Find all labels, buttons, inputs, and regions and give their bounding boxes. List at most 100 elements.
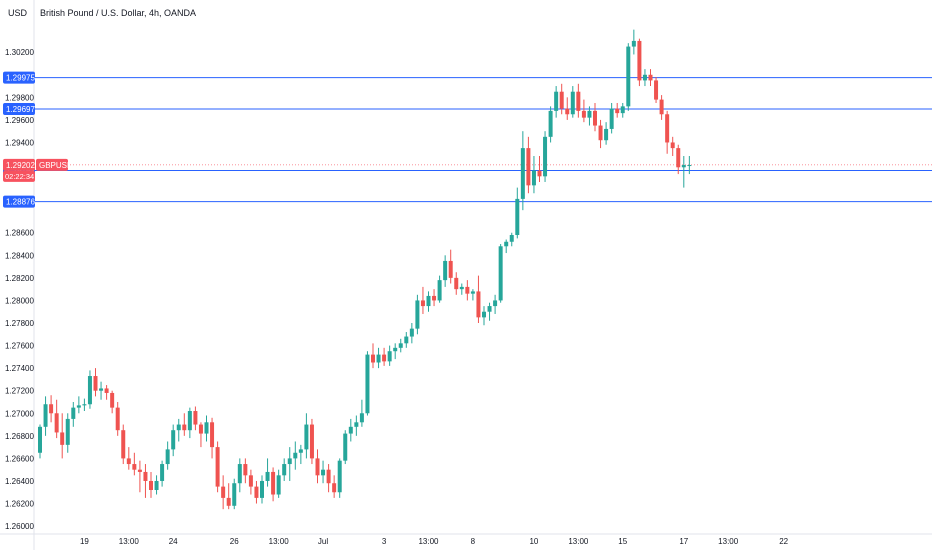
candle[interactable] [254, 480, 259, 504]
candle[interactable] [631, 29, 636, 55]
candle[interactable] [642, 69, 647, 87]
candle[interactable] [354, 415, 359, 436]
candle[interactable] [559, 83, 564, 115]
candle[interactable] [38, 424, 42, 459]
candle[interactable] [65, 413, 70, 453]
candle[interactable] [154, 475, 159, 495]
candle[interactable] [182, 413, 187, 436]
candle[interactable] [93, 368, 98, 397]
candle[interactable] [304, 413, 309, 459]
candle[interactable] [626, 43, 631, 111]
candle[interactable] [198, 422, 203, 448]
candle[interactable] [465, 280, 470, 301]
candle[interactable] [476, 275, 481, 324]
candle[interactable] [581, 99, 586, 123]
candle[interactable] [293, 441, 298, 470]
candle[interactable] [321, 460, 326, 484]
candle[interactable] [493, 294, 498, 314]
candle[interactable] [681, 156, 686, 188]
candle[interactable] [509, 232, 514, 247]
candle[interactable] [537, 156, 542, 182]
candle[interactable] [520, 131, 525, 211]
candle[interactable] [448, 249, 453, 284]
candle[interactable] [71, 401, 76, 427]
candle[interactable] [60, 413, 65, 459]
candle[interactable] [265, 458, 270, 487]
candle[interactable] [637, 38, 642, 87]
candle[interactable] [187, 407, 192, 439]
candle[interactable] [160, 460, 165, 487]
candle[interactable] [204, 415, 209, 442]
candle[interactable] [221, 475, 226, 510]
candle[interactable] [531, 156, 536, 194]
candle[interactable] [54, 399, 59, 439]
candle[interactable] [415, 294, 420, 335]
candle[interactable] [315, 449, 320, 484]
candle[interactable] [365, 351, 370, 416]
candle[interactable] [260, 475, 264, 504]
candle[interactable] [676, 144, 681, 175]
candle[interactable] [498, 244, 503, 303]
candle[interactable] [276, 469, 281, 498]
candle[interactable] [309, 418, 314, 465]
candle[interactable] [609, 102, 614, 134]
candle[interactable] [420, 286, 425, 314]
candle[interactable] [337, 458, 342, 498]
candle[interactable] [504, 239, 509, 254]
candle[interactable] [76, 396, 81, 414]
candle[interactable] [226, 483, 231, 510]
candle[interactable] [593, 102, 597, 132]
candle[interactable] [604, 122, 609, 145]
candle[interactable] [387, 345, 392, 366]
candle[interactable] [371, 343, 375, 369]
candle[interactable] [565, 97, 570, 120]
candle[interactable] [87, 370, 92, 409]
candle[interactable] [82, 398, 87, 412]
candle[interactable] [459, 283, 464, 295]
candle[interactable] [271, 467, 276, 502]
candle[interactable] [248, 469, 253, 495]
candle[interactable] [143, 464, 148, 498]
candle[interactable] [343, 430, 348, 465]
candle[interactable] [515, 187, 520, 239]
candle[interactable] [126, 447, 131, 470]
candle[interactable] [210, 417, 215, 459]
candle[interactable] [382, 347, 387, 366]
candle[interactable] [587, 106, 592, 126]
candle[interactable] [110, 390, 115, 414]
candle[interactable] [404, 332, 409, 348]
candle[interactable] [237, 458, 242, 493]
candle[interactable] [482, 306, 486, 326]
candle[interactable] [43, 396, 48, 436]
candle[interactable] [99, 381, 104, 400]
candle[interactable] [598, 119, 603, 149]
candle[interactable] [443, 255, 448, 287]
candle[interactable] [298, 444, 303, 465]
candle[interactable] [615, 102, 620, 118]
candle[interactable] [243, 458, 248, 484]
candle[interactable] [620, 102, 625, 118]
candle[interactable] [171, 424, 176, 457]
candle[interactable] [149, 471, 153, 498]
candle[interactable] [326, 464, 331, 493]
candle[interactable] [659, 95, 664, 120]
candle[interactable] [487, 302, 492, 321]
candle[interactable] [393, 343, 398, 360]
candle[interactable] [232, 478, 237, 510]
candle[interactable] [121, 424, 126, 465]
candle[interactable] [215, 441, 220, 493]
candle[interactable] [432, 289, 437, 307]
candle[interactable] [576, 83, 581, 118]
candle[interactable] [426, 291, 431, 312]
candle[interactable] [470, 289, 475, 301]
candle[interactable] [548, 106, 553, 143]
candle[interactable] [654, 77, 659, 103]
candle[interactable] [132, 452, 137, 476]
candle[interactable] [348, 418, 353, 442]
candle[interactable] [176, 418, 181, 442]
candle[interactable] [359, 399, 364, 427]
candle[interactable] [115, 401, 120, 436]
candle[interactable] [670, 136, 675, 157]
candle[interactable] [49, 395, 54, 423]
candle[interactable] [437, 275, 442, 303]
